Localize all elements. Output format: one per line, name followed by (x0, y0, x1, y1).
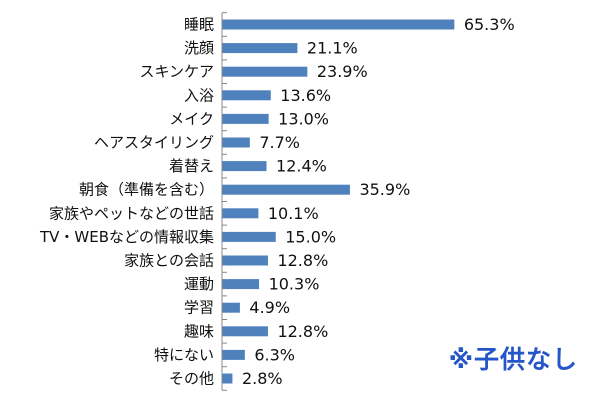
category-label: 家族との会話 (124, 252, 214, 270)
category-label: 入浴 (184, 86, 214, 104)
chart-note: ※子供なし (448, 345, 578, 374)
category-label: ヘアスタイリング (94, 134, 214, 152)
value-label: 13.6% (280, 86, 331, 105)
bar (222, 19, 455, 30)
value-label: 10.1% (268, 204, 319, 223)
value-label: 21.1% (307, 39, 358, 58)
value-label: 12.8% (277, 251, 328, 270)
bar (222, 43, 298, 54)
value-label: 12.8% (277, 322, 328, 341)
value-label: 4.9% (249, 298, 290, 317)
value-label: 10.3% (269, 275, 320, 294)
value-label: 15.0% (285, 227, 336, 246)
category-label: 特にない (154, 346, 214, 364)
category-label: 家族やペットなどの世話 (49, 204, 214, 222)
bar (222, 326, 268, 337)
category-label: 朝食（準備を含む） (79, 181, 214, 199)
category-label: TV・WEBなどの情報収集 (39, 228, 214, 246)
category-label: 運動 (184, 275, 214, 293)
bar (222, 184, 350, 195)
bar (222, 349, 245, 360)
value-label: 65.3% (464, 15, 515, 34)
value-label: 2.8% (242, 369, 283, 388)
value-label: 35.9% (359, 180, 410, 199)
value-label: 12.4% (276, 157, 327, 176)
bar (222, 161, 267, 172)
bar (222, 113, 269, 124)
bar (222, 90, 271, 101)
bar (222, 279, 260, 290)
bar (222, 373, 233, 384)
bar (222, 255, 268, 266)
category-label: 着替え (169, 157, 214, 175)
value-label: 6.3% (254, 345, 295, 364)
category-label: 趣味 (184, 322, 214, 340)
category-label: スキンケア (139, 63, 214, 81)
category-label: メイク (169, 110, 214, 128)
value-label: 7.7% (259, 133, 300, 152)
bar (222, 231, 276, 242)
category-label: 学習 (184, 299, 214, 317)
bar (222, 208, 259, 219)
bar (222, 137, 250, 148)
bar (222, 66, 308, 77)
value-label: 13.0% (278, 109, 329, 128)
bar (222, 302, 240, 313)
category-label: 睡眠 (184, 16, 214, 34)
value-label: 23.9% (317, 62, 368, 81)
category-label: その他 (169, 370, 214, 388)
category-label: 洗顔 (184, 39, 214, 57)
